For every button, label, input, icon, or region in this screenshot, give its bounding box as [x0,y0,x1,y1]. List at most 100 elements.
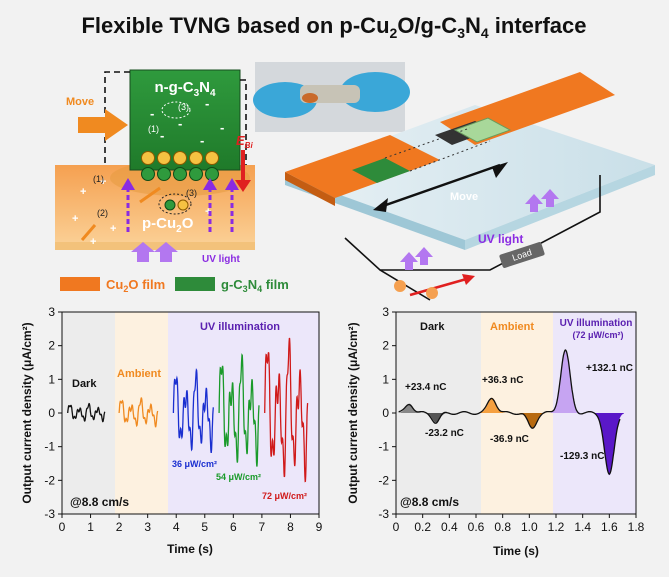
legend-swatch-gcn [175,277,215,291]
ebi-label: EBi [236,133,253,150]
left-x-axis-label: Time (s) [167,542,213,556]
y-tick-label: 1 [48,372,55,386]
trace-72 [264,337,309,483]
svg-text:-: - [178,116,182,131]
move-arrow [78,109,128,141]
x-tick-label: 1 [87,520,94,534]
left-annot-54: 54 μW/cm² [216,472,261,482]
legend-gcn: g-C3N4 film [221,277,289,294]
guide-line-1 [384,127,471,159]
right-uv-power: (72 μW/cm²) [572,330,623,340]
marker-3-bottom: (3) [186,188,197,198]
circuit-dashed-left [104,71,130,165]
figure-title: Flexible TVNG based on p-Cu2O/g-C3N4 int… [81,13,586,41]
glove-right [340,72,410,112]
trapped-electron [164,199,176,211]
electron-signs: --- -- - [150,96,224,148]
x-tick-label: 4 [173,520,180,534]
y-tick-label: 0 [48,406,55,420]
right-charge-4: -36.9 nC [490,434,529,445]
x-tick-label: 5 [201,520,208,534]
right-charge-5: +132.1 nC [586,363,633,374]
right-charge-3: +36.3 nC [482,375,523,386]
svg-text:+: + [80,186,86,198]
y-tick-label: 0 [382,406,389,420]
carrier-1 [394,280,406,292]
marker-2-bottom: (2) [97,208,108,218]
x-tick-label: 8 [287,520,294,534]
svg-text:+: + [205,206,211,218]
x-tick-label: 2 [116,520,123,534]
left-dark-label: Dark [72,378,97,390]
current-arrowhead [462,274,475,285]
cu2o-film-top [453,117,512,143]
svg-text:-: - [150,106,154,121]
y-tick-label: -2 [44,473,55,487]
right-dark-label: Dark [420,321,445,333]
right-traces [397,349,624,476]
trace-right [398,349,621,475]
legend-swatch-cu2o [60,277,100,291]
x-tick-label: 0.4 [441,520,458,534]
current-arrow [409,276,471,297]
device-uv-arrows [400,189,559,270]
glass-top [285,105,655,240]
p-cu2o-base [55,242,255,250]
right-uv-label: UV illumination [560,318,633,329]
y-tick-label: 3 [382,305,389,319]
left-x-ticks: 0 1 2 3 4 5 6 7 8 9 [59,514,323,534]
trace-dark [67,402,106,423]
device-move-head-right [492,162,508,178]
svg-text:+: + [110,223,116,235]
electron-row [141,167,219,181]
x-tick-label: 0 [393,520,400,534]
legend: Cu2O film g-C3N4 film [60,277,289,294]
circuit-dashed-right [240,79,247,165]
hole-signs: + + + + + + [72,176,211,248]
x-tick-label: 0.8 [494,520,511,534]
svg-text:+: + [72,213,78,225]
left-dark-region [62,312,115,514]
right-x-ticks: 0 0.2 0.4 0.6 0.8 1.0 1.2 1.4 1.6 1.8 [393,514,645,534]
interface-schematic: n-g-C3N4 --- -- - (1) (3) Move [55,69,255,265]
marker-3-top: (3) [178,102,189,112]
right-ambient-label: Ambient [490,321,534,333]
uv-light-label-left: UV light [202,254,240,265]
y-tick-label: -2 [378,473,389,487]
guide-line-2 [409,140,491,172]
left-speed-label: @8.8 cm/s [70,495,129,509]
device-move-label: Move [450,191,478,203]
gcn-film [352,158,410,183]
y-tick-label: -3 [44,507,55,521]
n-gcn-label: n-g-C3N4 [154,79,216,99]
x-tick-label: 3 [144,520,151,534]
device-3d: Move Load UV light [285,72,655,301]
svg-text:-: - [205,96,209,111]
device-uv-label: UV light [478,232,523,246]
load-box [499,242,545,268]
right-charge-6: -129.3 nC [560,451,604,462]
left-chart: 3 2 1 0 -1 -2 -3 0 1 2 3 4 5 6 7 8 9 Dark Ambient UV il… [20,305,323,556]
svg-text:+: + [100,176,106,188]
svg-text:-: - [200,133,204,148]
left-annot-72: 72 μW/cm² [262,491,307,501]
y-tick-label: 2 [382,339,389,353]
hole-row [141,151,219,165]
x-tick-label: 7 [259,520,266,534]
x-tick-label: 0 [59,520,66,534]
legend-cu2o: Cu2O film [106,277,165,294]
trace-54 [218,353,260,467]
svg-text:-: - [220,120,224,135]
uv-solid-arrows [131,242,178,262]
ebi-arrowhead [235,180,251,192]
svg-text:+: + [90,236,96,248]
x-tick-label: 1.2 [548,520,565,534]
carrier-2 [426,287,438,299]
right-charge-2: -23.2 nC [425,428,464,439]
p-cu2o-label: p-Cu2O [142,215,194,235]
right-y-axis-label: Output current density (μA/cm²) [346,322,360,503]
drift-arrow [80,224,97,241]
trace-ambient [118,397,159,428]
